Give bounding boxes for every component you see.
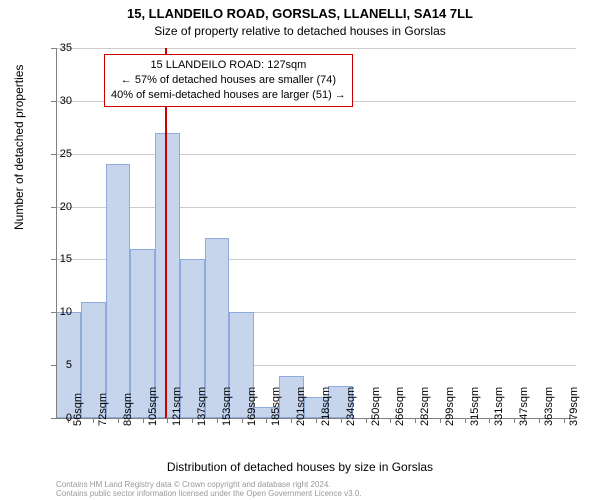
- x-tick: [564, 418, 565, 423]
- info-line-1: 15 LLANDEILO ROAD: 127sqm: [111, 58, 346, 73]
- x-tick: [118, 418, 119, 423]
- x-tick: [316, 418, 317, 423]
- grid-line: [56, 48, 576, 49]
- y-tick-label: 5: [66, 359, 72, 371]
- x-tick: [192, 418, 193, 423]
- x-tick: [266, 418, 267, 423]
- info-line-2: ← 57% of detached houses are smaller (74…: [111, 73, 346, 88]
- x-tick: [539, 418, 540, 423]
- footer-line-2: Contains public sector information licen…: [56, 489, 362, 498]
- y-axis: [56, 48, 57, 418]
- x-tick: [291, 418, 292, 423]
- x-tick: [465, 418, 466, 423]
- x-tick: [93, 418, 94, 423]
- x-tick: [440, 418, 441, 423]
- grid-line: [56, 154, 576, 155]
- footer-text: Contains HM Land Registry data © Crown c…: [56, 480, 362, 498]
- x-axis-title: Distribution of detached houses by size …: [0, 460, 600, 474]
- x-tick: [489, 418, 490, 423]
- y-tick-label: 15: [60, 253, 72, 265]
- y-tick-label: 10: [60, 306, 72, 318]
- y-tick-label: 25: [60, 148, 72, 160]
- histogram-bar: [155, 133, 180, 418]
- info-line-3: 40% of semi-detached houses are larger (…: [111, 88, 346, 103]
- grid-line: [56, 207, 576, 208]
- y-tick-label: 35: [60, 42, 72, 54]
- chart-title-main: 15, LLANDEILO ROAD, GORSLAS, LLANELLI, S…: [0, 6, 600, 21]
- chart-title-sub: Size of property relative to detached ho…: [0, 24, 600, 38]
- x-tick: [242, 418, 243, 423]
- x-tick: [514, 418, 515, 423]
- histogram-bar: [106, 164, 131, 418]
- x-tick: [366, 418, 367, 423]
- y-tick-label: 20: [60, 201, 72, 213]
- x-tick: [167, 418, 168, 423]
- x-tick: [143, 418, 144, 423]
- x-tick: [217, 418, 218, 423]
- x-tick: [415, 418, 416, 423]
- x-tick: [341, 418, 342, 423]
- info-box: 15 LLANDEILO ROAD: 127sqm← 57% of detach…: [104, 54, 353, 107]
- footer-line-1: Contains HM Land Registry data © Crown c…: [56, 480, 362, 489]
- y-axis-title: Number of detached properties: [12, 65, 26, 230]
- x-tick: [390, 418, 391, 423]
- y-tick-label: 30: [60, 95, 72, 107]
